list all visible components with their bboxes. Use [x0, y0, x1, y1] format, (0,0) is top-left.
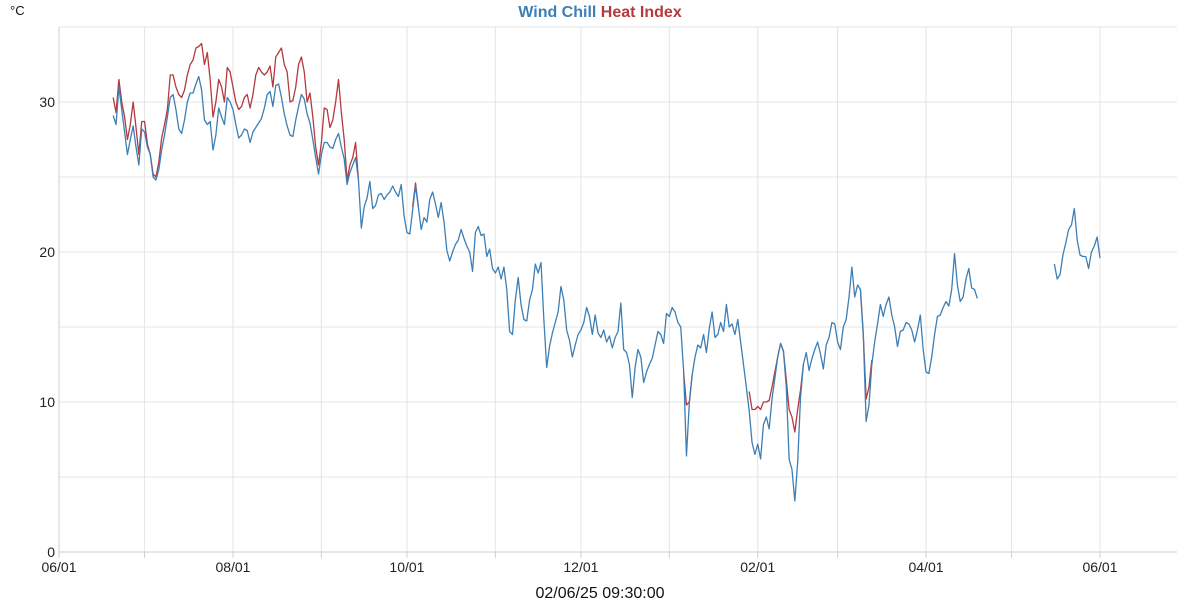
- x-tick-label: 04/01: [908, 559, 943, 575]
- title-wind-chill: Wind Chill: [518, 4, 596, 21]
- axes: [58, 27, 1177, 558]
- series-line: [112, 75, 978, 502]
- series-line: [112, 42, 360, 181]
- timestamp-label: 02/06/25 09:30:00: [535, 585, 664, 600]
- y-tick-label: 30: [39, 94, 55, 110]
- y-tick-label: 10: [39, 394, 55, 410]
- y-tick-label: 20: [39, 244, 55, 260]
- series-line: [1053, 207, 1101, 280]
- y-unit-label: °C: [10, 3, 25, 18]
- x-tick-label: 10/01: [389, 559, 424, 575]
- x-tick-label: 06/01: [41, 559, 76, 575]
- x-tick-label: 08/01: [215, 559, 250, 575]
- labels: 0 10 20 30 06/01 08/01 10/01 12/01 02/01 04/01 06/…: [39, 94, 1117, 575]
- y-tick-label: 0: [47, 544, 55, 560]
- x-tick-label: 02/01: [740, 559, 775, 575]
- x-tick-label: 12/01: [563, 559, 598, 575]
- gridlines: [58, 26, 1177, 553]
- series-wind-chill: [112, 75, 1101, 502]
- series-layer: [112, 42, 1101, 502]
- chart-title: Wind Chill Heat Index: [518, 4, 682, 21]
- title-heat-index: Heat Index: [601, 4, 682, 21]
- x-tick-label: 06/01: [1082, 559, 1117, 575]
